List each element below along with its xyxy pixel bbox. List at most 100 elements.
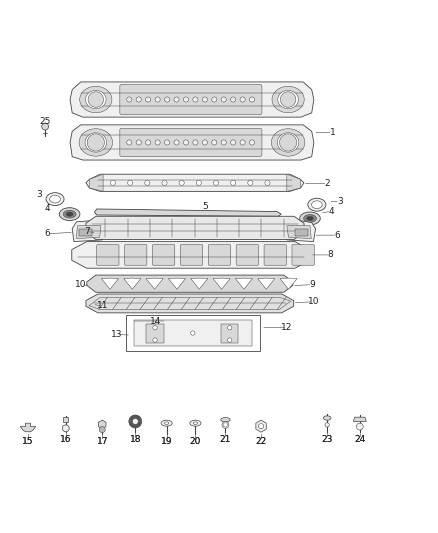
Text: 23: 23: [321, 435, 333, 444]
Ellipse shape: [85, 91, 106, 109]
Circle shape: [240, 97, 245, 102]
Circle shape: [279, 134, 297, 151]
Polygon shape: [286, 220, 315, 241]
Circle shape: [129, 415, 142, 428]
Ellipse shape: [165, 422, 169, 424]
Polygon shape: [86, 216, 304, 239]
Circle shape: [191, 331, 195, 335]
Text: 6: 6: [334, 231, 340, 240]
Circle shape: [145, 180, 150, 185]
Circle shape: [87, 134, 104, 151]
Polygon shape: [70, 125, 314, 160]
Text: 2: 2: [325, 179, 330, 188]
Polygon shape: [124, 278, 141, 289]
Polygon shape: [70, 82, 314, 117]
Circle shape: [127, 140, 132, 145]
Bar: [79, 229, 92, 236]
Polygon shape: [72, 241, 310, 268]
Bar: [221, 324, 238, 343]
FancyBboxPatch shape: [152, 245, 175, 265]
Ellipse shape: [272, 129, 305, 156]
Ellipse shape: [63, 211, 76, 218]
Polygon shape: [77, 225, 101, 239]
Ellipse shape: [278, 91, 298, 109]
Circle shape: [258, 424, 264, 429]
Circle shape: [193, 140, 198, 145]
Ellipse shape: [304, 215, 316, 222]
Ellipse shape: [300, 212, 320, 225]
Ellipse shape: [277, 133, 299, 152]
Circle shape: [228, 326, 232, 330]
Circle shape: [250, 97, 254, 102]
Circle shape: [136, 140, 141, 145]
Text: 21: 21: [220, 435, 231, 444]
Text: 4: 4: [45, 204, 50, 213]
Text: 13: 13: [111, 330, 123, 339]
Circle shape: [230, 97, 236, 102]
Polygon shape: [72, 220, 104, 241]
Text: 3: 3: [37, 190, 42, 199]
Circle shape: [155, 140, 160, 145]
Polygon shape: [258, 278, 275, 289]
Bar: [63, 417, 68, 422]
Circle shape: [184, 140, 188, 145]
Polygon shape: [87, 275, 293, 292]
Circle shape: [221, 140, 226, 145]
Text: 19: 19: [161, 437, 173, 446]
Text: 8: 8: [328, 251, 333, 260]
Circle shape: [42, 123, 49, 130]
Polygon shape: [95, 209, 281, 216]
Ellipse shape: [325, 423, 329, 427]
Polygon shape: [146, 278, 163, 289]
Bar: [295, 229, 308, 236]
FancyBboxPatch shape: [236, 245, 258, 265]
Circle shape: [228, 338, 232, 342]
Circle shape: [230, 180, 236, 185]
Text: 20: 20: [190, 437, 201, 446]
Text: 18: 18: [130, 435, 141, 444]
Circle shape: [179, 180, 184, 185]
Circle shape: [165, 97, 170, 102]
Text: 21: 21: [220, 435, 231, 444]
Text: 5: 5: [202, 202, 208, 211]
Circle shape: [145, 140, 151, 145]
Ellipse shape: [311, 201, 322, 208]
FancyBboxPatch shape: [120, 128, 262, 157]
Polygon shape: [20, 423, 36, 432]
Text: 16: 16: [60, 435, 71, 444]
Circle shape: [174, 97, 179, 102]
Text: 6: 6: [44, 229, 50, 238]
Text: 11: 11: [96, 302, 108, 311]
Circle shape: [88, 92, 103, 107]
Text: 10: 10: [75, 280, 87, 289]
Bar: [126, 316, 260, 351]
Text: 24: 24: [354, 435, 365, 444]
Polygon shape: [86, 294, 294, 313]
Circle shape: [248, 180, 253, 185]
Circle shape: [230, 140, 236, 145]
Text: 7: 7: [85, 227, 90, 236]
Ellipse shape: [308, 198, 326, 211]
Circle shape: [153, 326, 157, 330]
Text: 20: 20: [190, 437, 201, 446]
Ellipse shape: [193, 422, 198, 424]
Circle shape: [132, 418, 138, 424]
Text: 15: 15: [22, 437, 34, 446]
Circle shape: [193, 97, 198, 102]
Text: 17: 17: [96, 437, 108, 446]
Circle shape: [250, 140, 254, 145]
Circle shape: [99, 426, 105, 433]
Polygon shape: [256, 420, 266, 432]
Polygon shape: [353, 417, 366, 422]
Circle shape: [265, 180, 270, 185]
Text: 23: 23: [321, 435, 333, 444]
Circle shape: [223, 423, 228, 427]
Text: 25: 25: [39, 117, 51, 126]
Text: 19: 19: [161, 437, 173, 446]
Text: 1: 1: [330, 128, 336, 137]
Circle shape: [165, 140, 170, 145]
Ellipse shape: [272, 86, 304, 112]
Polygon shape: [86, 174, 304, 191]
Ellipse shape: [85, 133, 106, 152]
Ellipse shape: [222, 422, 229, 429]
